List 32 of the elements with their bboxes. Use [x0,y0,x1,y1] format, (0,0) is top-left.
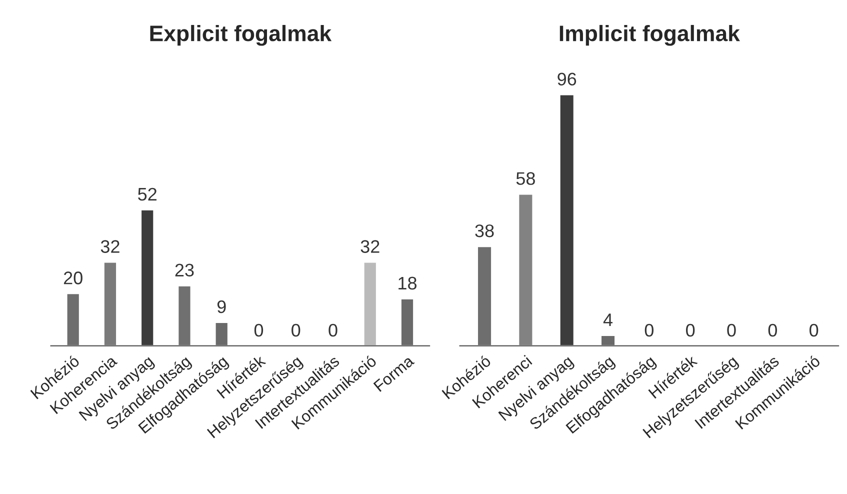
data-label: 32 [360,240,380,253]
bar [400,298,414,346]
data-label: 23 [175,264,194,276]
bar [177,284,192,346]
data-label: 0 [727,324,736,337]
bar [66,292,80,346]
chart-title: Explicit fogalmak [150,24,332,46]
bar [140,209,155,346]
data-label: 0 [686,324,695,337]
data-label: 32 [100,240,120,253]
bar [558,94,575,346]
bar [600,334,616,346]
data-label: 0 [768,324,777,337]
data-label: 20 [64,272,82,284]
data-label: 58 [516,172,535,185]
data-label: 0 [292,324,300,337]
bar [362,261,378,346]
data-label: 52 [138,188,156,201]
data-label: 0 [254,324,264,337]
bar [476,246,492,346]
bar [518,193,534,346]
data-label: 18 [398,276,417,290]
data-label: 0 [810,324,818,337]
data-label: 96 [558,72,576,86]
data-label: 9 [217,300,226,314]
data-label: 4 [603,314,613,326]
data-label: 0 [328,324,338,337]
data-label: 0 [644,324,654,337]
bar [214,322,229,346]
data-label: 38 [475,224,494,238]
bar [103,261,118,346]
chart-title: Implicit fogalmak [560,24,740,46]
